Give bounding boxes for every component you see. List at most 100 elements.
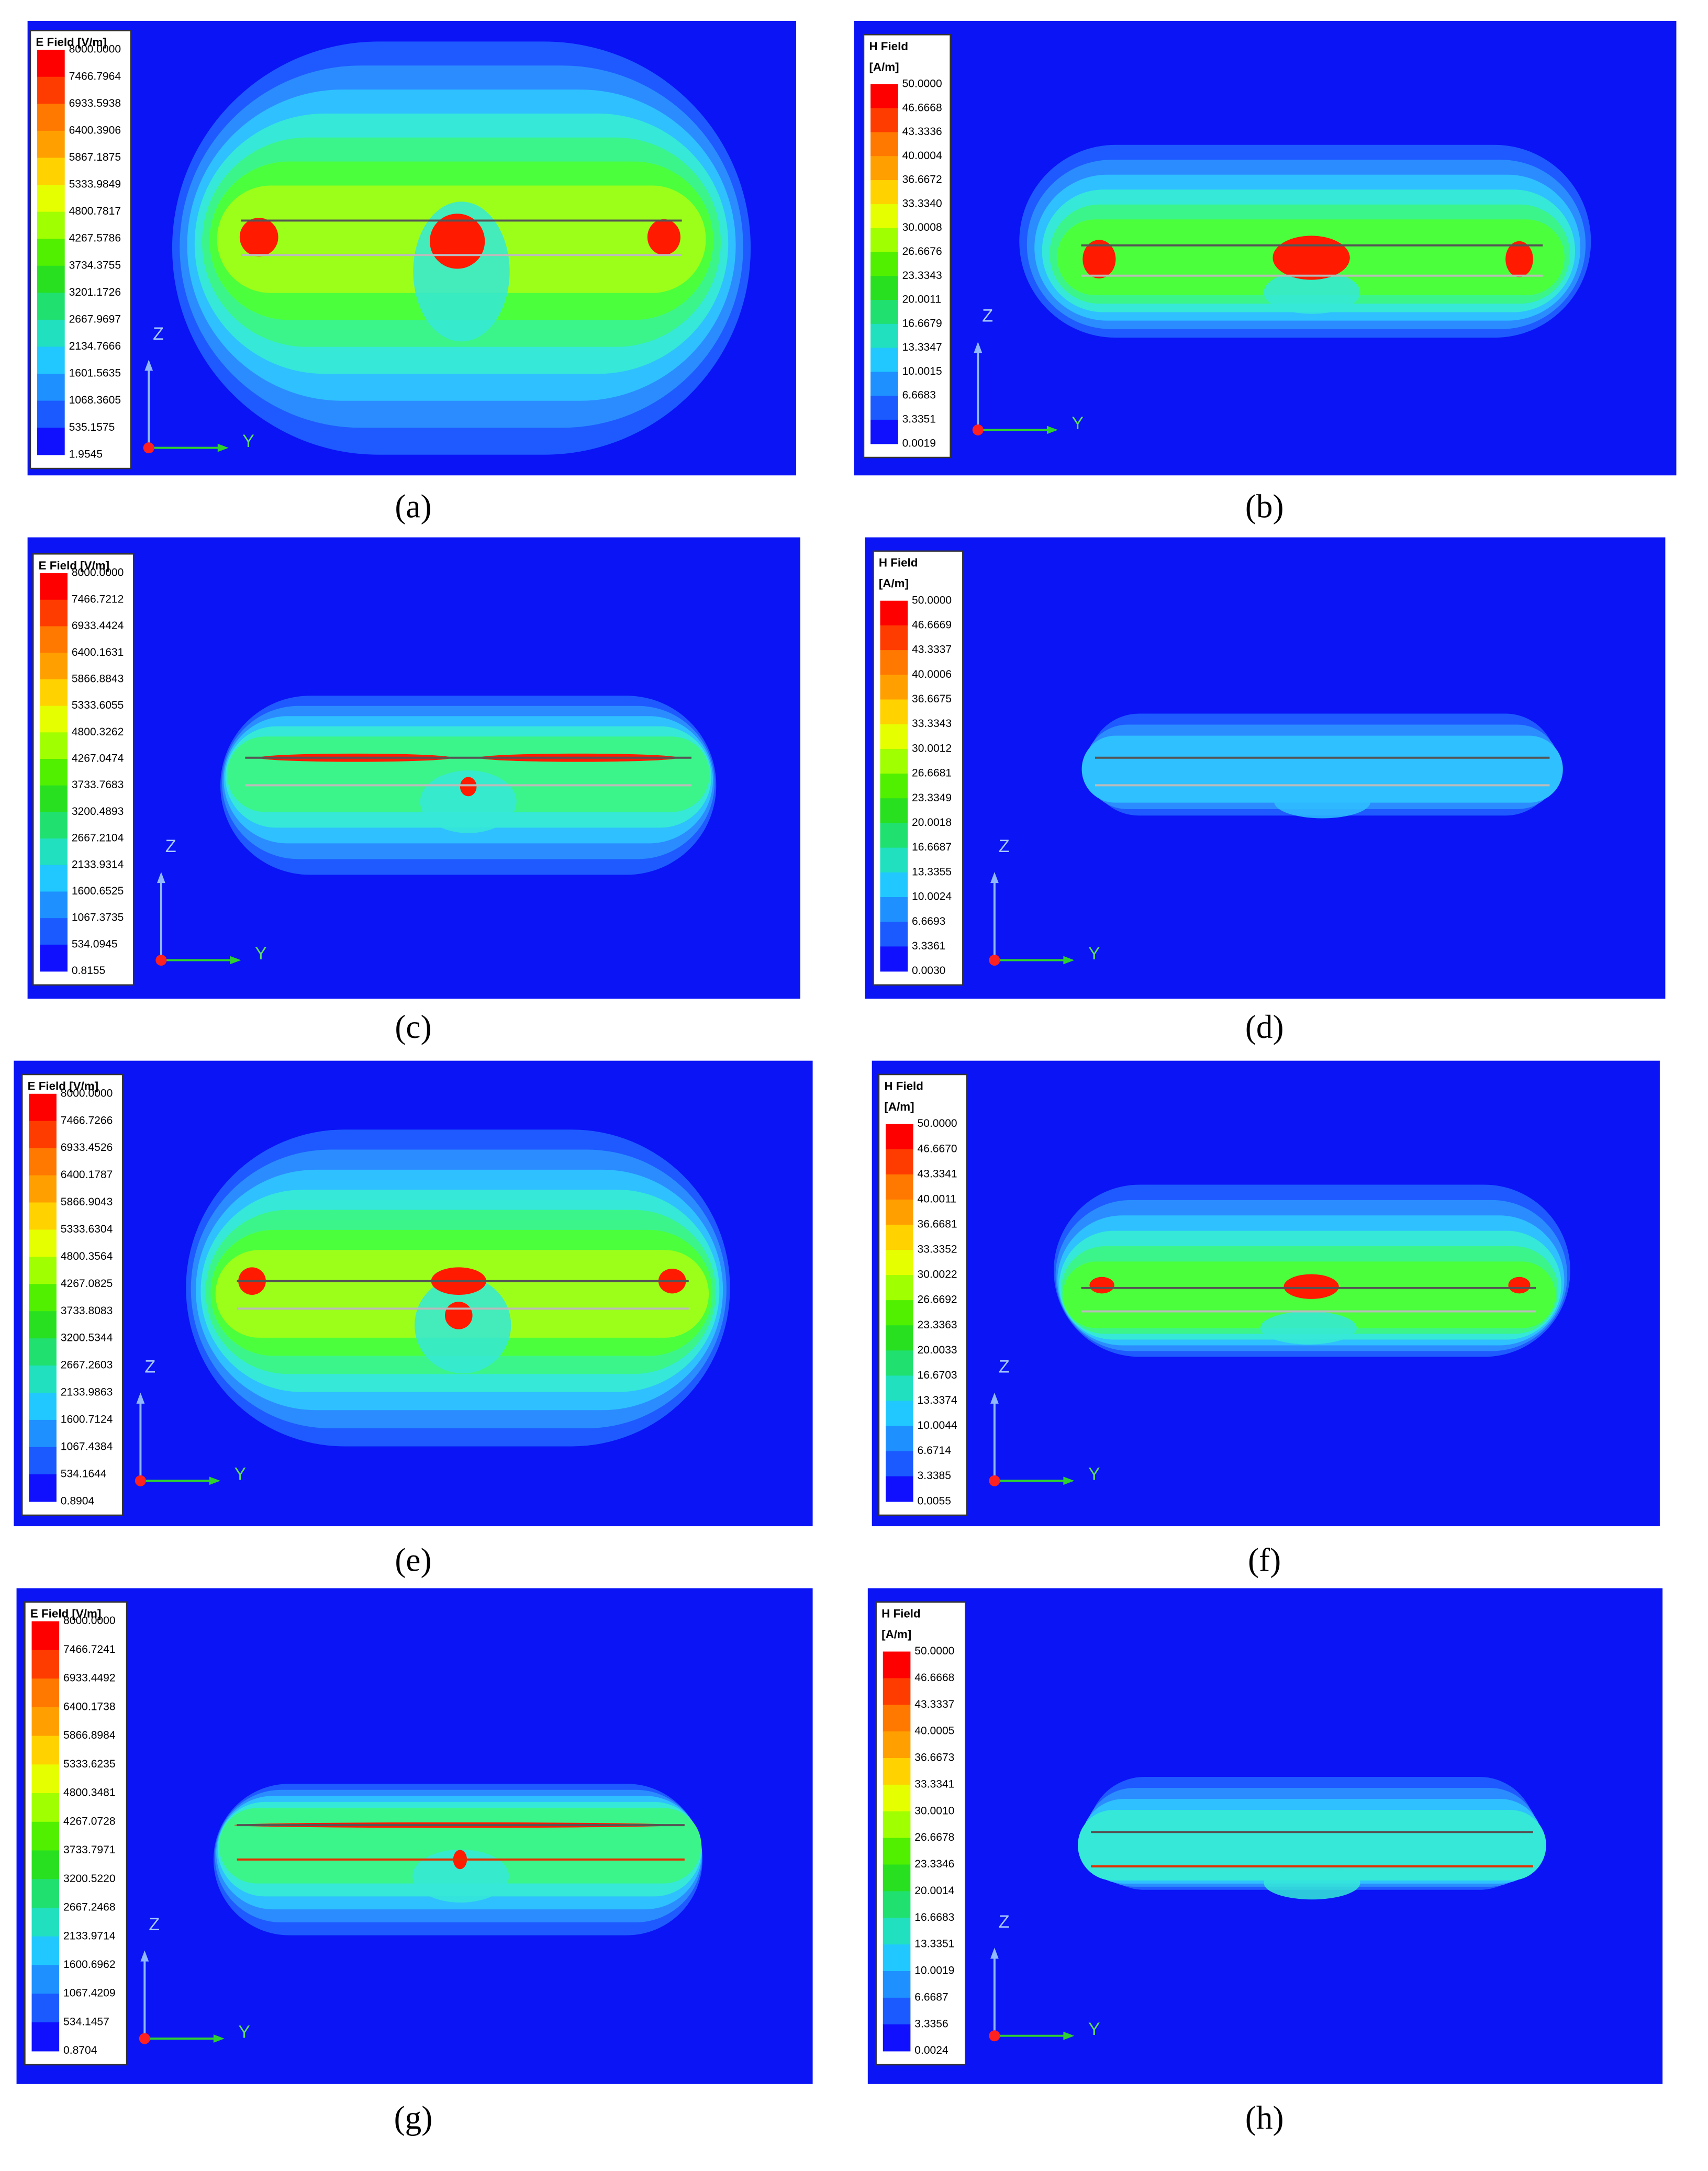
legend-swatch (31, 1678, 60, 1708)
field-contour (1274, 785, 1371, 819)
legend-swatch (870, 276, 898, 300)
legend-label: 16.6687 (912, 841, 952, 853)
legend-swatch (870, 228, 898, 253)
legend-label: 6.6687 (914, 1991, 948, 2003)
legend-label: 3201.1726 (69, 286, 121, 298)
panel-caption: (a) (395, 488, 431, 525)
legend-label: 50.0000 (914, 1645, 954, 1657)
origin (989, 2030, 1000, 2042)
field-contour (1264, 1866, 1360, 1900)
legend-label: 43.3336 (902, 126, 942, 138)
legend-label: 20.0011 (902, 294, 942, 306)
legend-label: 10.0019 (914, 1965, 954, 1977)
legend-swatch (883, 1678, 911, 1706)
legend-swatch (31, 1764, 60, 1794)
legend-swatch (886, 1325, 913, 1351)
legend-title: H Field (869, 40, 908, 53)
legend-swatch (883, 1651, 911, 1679)
legend-swatch (40, 758, 68, 786)
legend-label: 8000.0000 (61, 1087, 113, 1099)
legend-swatch (29, 1175, 57, 1203)
legend-swatch (31, 1736, 60, 1765)
legend-swatch (883, 1838, 911, 1865)
legend-swatch (870, 84, 898, 109)
origin (135, 1475, 146, 1486)
legend-unit: [A/m] (879, 577, 909, 590)
legend-label: 534.0945 (72, 938, 118, 950)
legend-swatch (870, 419, 898, 444)
legend-swatch (880, 650, 908, 676)
y-label: Y (238, 2022, 250, 2042)
legend-swatch (37, 346, 65, 374)
legend-label: 43.3337 (912, 644, 952, 656)
legend-swatch (40, 653, 68, 680)
legend-label: 5866.9043 (61, 1196, 113, 1208)
legend-swatch (40, 918, 68, 945)
legend-label: 0.8904 (61, 1495, 95, 1507)
z-arrow (990, 872, 999, 883)
legend-label: 43.3341 (918, 1168, 957, 1180)
legend-swatch (29, 1093, 57, 1122)
legend-swatch (880, 724, 908, 749)
legend-label: 5333.6235 (63, 1758, 115, 1770)
legend-label: 36.6672 (902, 174, 942, 186)
z-arrow (157, 872, 165, 883)
legend-swatch (870, 204, 898, 229)
panel-caption: (b) (1245, 488, 1284, 525)
legend-swatch (880, 946, 908, 972)
legend-swatch (31, 1907, 60, 1937)
legend-label: 40.0006 (912, 668, 952, 680)
legend-label: 3.3385 (918, 1470, 951, 1482)
legend-swatch (40, 573, 68, 600)
panel-caption: (g) (394, 2099, 433, 2136)
legend-swatch (40, 838, 68, 866)
legend-label: 8000.0000 (69, 43, 121, 55)
legend-label: 6400.1787 (61, 1169, 113, 1181)
legend-label: 3200.4893 (72, 805, 124, 818)
legend-swatch (880, 823, 908, 848)
legend-label: 33.3340 (902, 197, 942, 209)
legend-label: 8000.0000 (72, 567, 124, 579)
legend-swatch (886, 1199, 913, 1225)
legend-swatch (37, 158, 65, 185)
legend-label: 7466.7266 (61, 1114, 113, 1126)
legend-swatch (870, 108, 898, 133)
hot-spot (1272, 236, 1350, 280)
legend-label: 7466.7964 (69, 70, 121, 82)
field-panel: H Field [A/m]50.0000 46.6668 43.3337 40.0005… (867, 1588, 1663, 2136)
z-label: Z (999, 836, 1010, 856)
legend-swatch (883, 1971, 911, 1998)
legend-swatch (880, 847, 908, 873)
legend-label: 3733.7683 (72, 779, 124, 791)
origin (989, 955, 1000, 966)
legend-label: 1068.3605 (69, 394, 121, 406)
legend-label: 20.0033 (918, 1344, 957, 1356)
field-panel: E Field [V/m]8000.0000 7466.7241 6933.4492… (16, 1588, 813, 2136)
legend-label: 3.3351 (902, 413, 936, 426)
legend-label: 1067.4384 (61, 1440, 113, 1452)
field-panel: H Field [A/m] 50.0000 46.6670 43.3341 40.0011… (872, 1060, 1660, 1579)
y-arrow (213, 2034, 225, 2043)
legend-label: 0.8155 (72, 965, 105, 977)
legend-label: 40.0004 (902, 150, 942, 162)
legend-swatch (870, 396, 898, 420)
legend-label: 6400.3906 (69, 124, 121, 136)
legend-label: 13.3374 (918, 1394, 957, 1406)
legend-swatch (40, 785, 68, 813)
legend-label: 2667.9697 (69, 313, 121, 325)
legend-label: 30.0008 (902, 221, 942, 233)
legend-label: 23.3349 (912, 792, 952, 804)
legend-swatch (37, 50, 65, 77)
legend-label: 23.3343 (902, 270, 942, 282)
panel-caption: (e) (395, 1542, 431, 1579)
z-label: Z (153, 324, 164, 344)
legend-swatch (40, 944, 68, 972)
hot-spot (1082, 240, 1116, 278)
legend-label: 534.1457 (63, 2016, 109, 2028)
legend-swatch (29, 1419, 57, 1448)
legend-label: 50.0000 (902, 77, 942, 89)
legend-label: 40.0011 (918, 1193, 957, 1205)
legend-swatch (886, 1375, 913, 1402)
field-panel: E Field [V/m]8000.0000 7466.7964 6933.5938… (27, 20, 796, 525)
y-arrow (1046, 426, 1058, 434)
